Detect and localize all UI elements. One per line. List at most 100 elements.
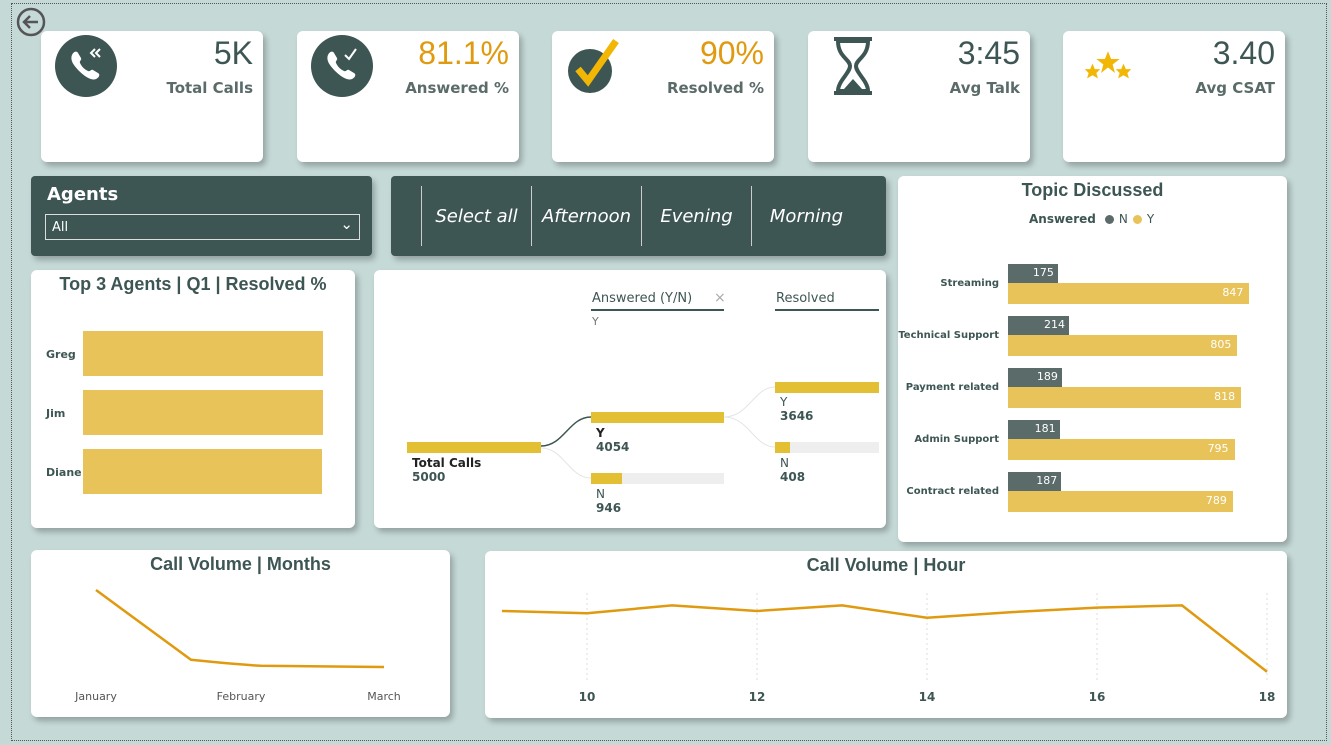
kpi-card-answered: 81.1% Answered % — [297, 31, 519, 162]
level-header-answered[interactable]: Answered (Y/N) — [592, 291, 693, 306]
topic-bar-n-value: 187 — [1036, 474, 1058, 487]
resolved-n-value: 408 — [780, 470, 806, 484]
legend-y: Y — [1146, 212, 1155, 226]
kpi-value: 81.1% — [418, 35, 509, 71]
resolved-y-value: 3646 — [780, 409, 814, 423]
topic-bar-y[interactable]: 789 — [1008, 491, 1233, 512]
topic-bar-y-value: 795 — [1207, 442, 1229, 455]
hour-title: Call Volume | Hour — [806, 555, 966, 575]
hourglass-icon — [834, 37, 872, 95]
agent-label: Diane — [46, 466, 82, 479]
answered-y-label: Y — [596, 426, 605, 440]
level-header-resolved[interactable]: Resolved — [776, 291, 835, 306]
topic-label: Admin Support — [914, 434, 999, 445]
kpi-label: Avg CSAT — [1195, 79, 1275, 97]
kpi-label: Resolved % — [666, 79, 764, 97]
agents-slicer: Agents All ⌄ — [31, 176, 372, 256]
root-value: 5000 — [412, 470, 446, 484]
agents-slicer-title: Agents — [47, 184, 119, 205]
topic-bar-n[interactable]: 189 — [1008, 368, 1062, 387]
topic-chart: Topic Discussed Answered N Y Streaming 1… — [898, 176, 1287, 542]
shift-option-select-all[interactable]: Select all — [421, 186, 531, 246]
topic-bar-n[interactable]: 175 — [1008, 264, 1058, 283]
x-tick-label: 18 — [1259, 690, 1276, 704]
topic-bar-y[interactable]: 847 — [1008, 283, 1250, 304]
x-tick-label: 10 — [579, 690, 596, 704]
legend-title: Answered — [1029, 212, 1096, 226]
phone-incoming-icon — [55, 35, 117, 97]
agent-label: Greg — [46, 348, 76, 361]
topic-bar-y[interactable]: 818 — [1008, 387, 1242, 408]
level-filter: Y — [592, 315, 599, 328]
topic-label: Streaming — [940, 278, 999, 289]
x-tick-label: February — [217, 690, 266, 703]
kpi-value: 90% — [699, 35, 764, 71]
agent-bar[interactable] — [83, 331, 323, 376]
topic-bar-n[interactable]: 214 — [1008, 316, 1069, 335]
answered-y-bar[interactable] — [591, 412, 724, 423]
topic-label: Technical Support — [898, 330, 999, 341]
top-agents-chart: Top 3 Agents | Q1 | Resolved % Greg Jim Di… — [31, 270, 355, 528]
kpi-card-resolved: 90% Resolved % — [552, 31, 774, 162]
legend-n-marker — [1104, 214, 1114, 224]
hour-line[interactable] — [501, 604, 1268, 673]
root-bar[interactable] — [407, 442, 541, 453]
topic-bar-y-value: 789 — [1205, 494, 1227, 507]
agent-bar[interactable] — [83, 449, 322, 494]
months-chart: Call Volume | Months January February Marc… — [31, 550, 450, 717]
kpi-label: Avg Talk — [949, 79, 1020, 97]
root-label: Total Calls — [412, 456, 482, 470]
topic-bar-n[interactable]: 187 — [1008, 472, 1062, 491]
phone-check-icon — [311, 35, 373, 97]
months-line[interactable] — [95, 588, 385, 669]
chevron-down-icon: ⌄ — [340, 215, 353, 233]
topic-bar-n-value: 189 — [1036, 370, 1058, 383]
resolved-y-bar[interactable] — [775, 382, 879, 393]
back-arrow-icon[interactable] — [16, 7, 46, 37]
agents-dropdown-value: All — [52, 220, 69, 235]
x-tick-label: 14 — [919, 690, 936, 704]
kpi-card-avg-csat: 3.40 Avg CSAT — [1063, 31, 1285, 162]
topic-bar-n-value: 181 — [1034, 422, 1056, 435]
shift-option-morning[interactable]: Morning — [751, 186, 861, 246]
x-tick-label: January — [74, 690, 117, 703]
topic-bar-n-value: 214 — [1043, 318, 1065, 331]
topic-bar-y-value: 818 — [1214, 390, 1236, 403]
answered-n-value: 946 — [596, 501, 622, 515]
topic-bar-y[interactable]: 795 — [1008, 439, 1235, 460]
topic-bar-n[interactable]: 181 — [1008, 420, 1060, 439]
agent-bar[interactable] — [83, 390, 323, 435]
kpi-card-total-calls: 5K Total Calls — [41, 31, 263, 162]
topic-bar-y[interactable]: 805 — [1008, 335, 1238, 356]
agent-label: Jim — [46, 407, 66, 420]
shift-option-evening[interactable]: Evening — [641, 186, 751, 246]
legend-y-marker — [1132, 214, 1142, 224]
answered-n-bar[interactable] — [591, 473, 622, 484]
checkmark-icon — [568, 38, 619, 93]
answered-n-label: N — [596, 487, 605, 501]
topic-bar-y-value: 805 — [1210, 338, 1232, 351]
kpi-value: 3:45 — [957, 35, 1020, 71]
agents-dropdown[interactable]: All ⌄ — [45, 214, 360, 240]
shift-option-afternoon[interactable]: Afternoon — [531, 186, 641, 246]
resolved-n-bar[interactable] — [775, 442, 790, 453]
report-frame — [11, 3, 1327, 741]
legend-n: N — [1118, 212, 1128, 226]
topic-label: Payment related — [905, 382, 999, 393]
answered-y-value: 4054 — [596, 440, 630, 454]
topic-title: Topic Discussed — [1021, 180, 1164, 200]
shift-slicer: Select all Afternoon Evening Morning — [391, 176, 886, 256]
kpi-label: Total Calls — [166, 79, 253, 97]
x-tick-label: March — [367, 690, 401, 703]
top-agents-title: Top 3 Agents | Q1 | Resolved % — [59, 274, 327, 294]
months-title: Call Volume | Months — [150, 554, 331, 574]
x-tick-label: 12 — [749, 690, 766, 704]
stars-icon — [1084, 51, 1132, 79]
resolved-y-label: Y — [780, 395, 788, 409]
kpi-card-avg-talk: 3:45 Avg Talk — [808, 31, 1030, 162]
topic-bar-n-value: 175 — [1032, 266, 1054, 279]
kpi-label: Answered % — [405, 79, 509, 97]
decomposition-tree: Answered (Y/N) × Y Resolved Total Calls 5… — [374, 270, 886, 528]
close-icon[interactable]: × — [714, 290, 726, 306]
kpi-value: 3.40 — [1212, 35, 1275, 71]
